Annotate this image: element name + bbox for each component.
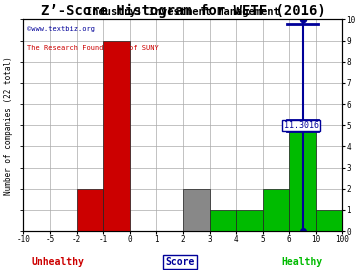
Text: Unhealthy: Unhealthy bbox=[31, 257, 84, 267]
Y-axis label: Number of companies (22 total): Number of companies (22 total) bbox=[4, 56, 13, 195]
Text: ©www.textbiz.org: ©www.textbiz.org bbox=[27, 26, 95, 32]
Bar bbox=[77, 189, 103, 231]
Bar bbox=[316, 210, 342, 231]
Text: Score: Score bbox=[165, 257, 195, 267]
Text: 11.3016: 11.3016 bbox=[284, 121, 319, 130]
Bar bbox=[263, 189, 289, 231]
Bar bbox=[103, 41, 130, 231]
Text: Healthy: Healthy bbox=[282, 257, 323, 267]
Bar bbox=[289, 125, 316, 231]
Bar bbox=[210, 210, 236, 231]
Text: The Research Foundation of SUNY: The Research Foundation of SUNY bbox=[27, 45, 158, 51]
Bar bbox=[236, 210, 263, 231]
Bar bbox=[183, 189, 210, 231]
Title: Z’-Score Histogram for WETF (2016): Z’-Score Histogram for WETF (2016) bbox=[41, 4, 325, 18]
Text: Industry: Investment Management: Industry: Investment Management bbox=[86, 7, 280, 17]
